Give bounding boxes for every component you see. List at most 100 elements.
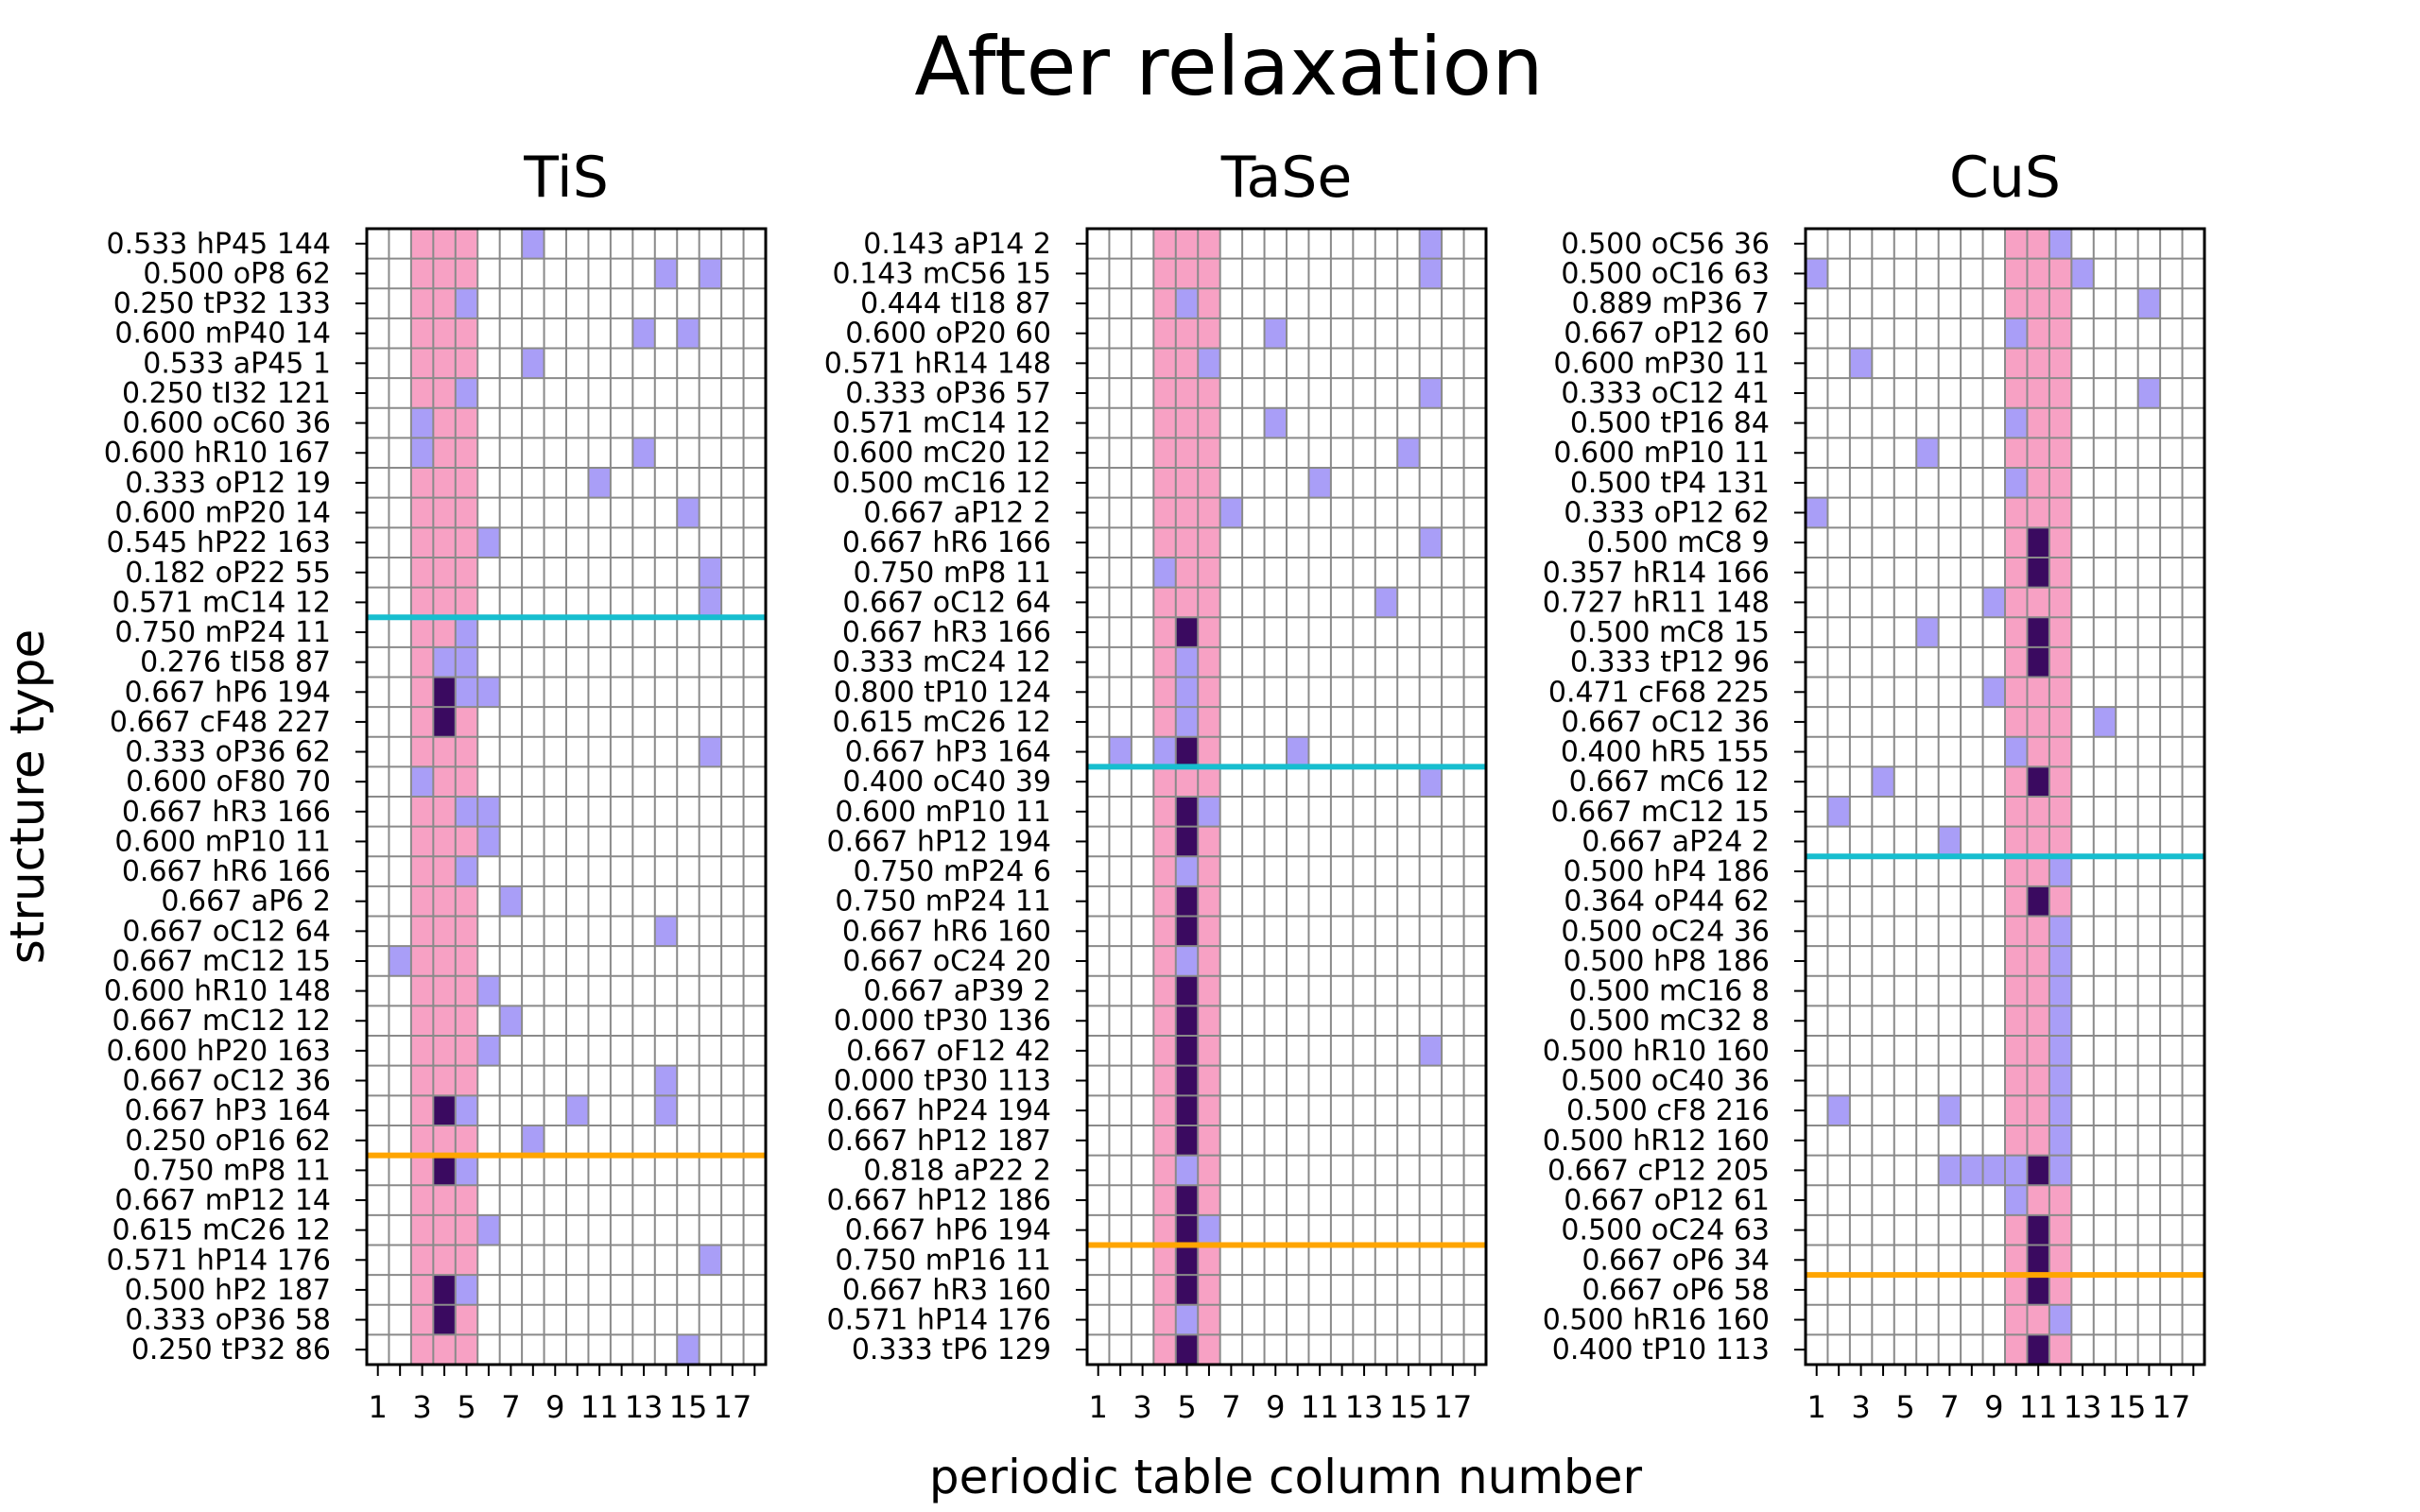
row-label: 0.400 hR5 155 [1561, 736, 1770, 769]
row-label: 0.800 tP10 124 [834, 676, 1051, 709]
cell [1175, 288, 1199, 318]
panel-frame [365, 227, 768, 1366]
cell [1938, 1155, 1962, 1186]
cell-strong [1175, 1095, 1199, 1125]
row-label: 0.571 hR14 148 [824, 347, 1051, 380]
x-tick-label: 5 [457, 1389, 475, 1425]
cell-strong [1175, 1334, 1199, 1365]
row-label: 0.500 hR16 160 [1543, 1304, 1770, 1337]
cell [455, 617, 478, 647]
row-label: 0.276 tI58 87 [140, 646, 331, 679]
cell [1153, 736, 1176, 767]
row-label: 0.750 mP8 11 [132, 1154, 331, 1187]
row-label: 0.667 mC12 15 [112, 945, 331, 978]
row-label: 0.333 tP6 129 [852, 1333, 1051, 1366]
cell [455, 1155, 478, 1186]
row-label: 0.818 aP22 2 [863, 1154, 1051, 1187]
x-tick-label: 9 [1984, 1389, 2003, 1425]
cell [632, 438, 655, 469]
row-label: 0.500 mC8 15 [1569, 616, 1770, 649]
cell-strong [2027, 646, 2049, 678]
cell [1397, 438, 1420, 469]
row-label: 0.667 mC12 15 [1551, 796, 1770, 829]
x-tick-label: 5 [1895, 1389, 1914, 1425]
row-label: 0.500 oP8 62 [143, 257, 331, 290]
row-label: 0.667 hP6 194 [845, 1214, 1051, 1247]
cell [1938, 1095, 1962, 1125]
cell [1175, 646, 1199, 678]
row-label: 0.667 hP6 194 [125, 676, 331, 709]
row-label: 0.182 oP22 55 [125, 557, 331, 590]
cell-strong [2027, 557, 2049, 588]
panel-frame [1085, 227, 1488, 1366]
row-label: 0.667 mC6 12 [1569, 765, 1770, 799]
row-label: 0.571 mC14 12 [833, 407, 1051, 440]
cell [410, 438, 434, 469]
cell [455, 1095, 478, 1125]
row-label: 0.333 tP12 96 [1570, 646, 1770, 679]
cell-strong [1175, 1214, 1199, 1246]
row-label: 0.333 oP36 57 [845, 377, 1051, 410]
x-axis-label: periodic table column number [929, 1450, 1643, 1504]
cell [2048, 1065, 2072, 1096]
cell [477, 1214, 500, 1246]
panel-tase: TaSe 0.143 aP14 20.143 mC56 150.444 tI18 … [824, 145, 1488, 1425]
row-label: 0.400 tP10 113 [1552, 1333, 1770, 1366]
cell [1419, 1036, 1443, 1066]
x-tick-label: 1 [1807, 1389, 1826, 1425]
row-label: 0.750 mP24 11 [114, 616, 331, 649]
cell-strong [2027, 1155, 2049, 1186]
row-label: 0.667 oC24 20 [842, 945, 1051, 978]
cell [2048, 1036, 2072, 1066]
cell [1916, 438, 1939, 469]
row-label: 0.000 tP30 136 [834, 1005, 1051, 1038]
row-label: 0.500 mC8 9 [1587, 526, 1770, 559]
row-label: 0.667 aP24 2 [1582, 825, 1770, 858]
row-label: 0.364 oP44 62 [1564, 885, 1770, 919]
cell [1287, 736, 1309, 767]
cell [410, 407, 434, 438]
cell-strong [2027, 617, 2049, 647]
x-tick-label: 13 [2064, 1389, 2102, 1425]
row-label: 0.600 mP20 14 [114, 497, 331, 530]
row-label: 0.667 hP12 186 [827, 1184, 1052, 1217]
cell [1916, 617, 1939, 647]
cell [1827, 797, 1850, 827]
cell [1982, 1155, 2005, 1186]
cell [2093, 707, 2117, 737]
row-label: 0.615 mC26 12 [112, 1214, 331, 1247]
cell-strong [1175, 1005, 1199, 1037]
cell-strong [433, 1304, 456, 1335]
row-label: 0.500 hR10 160 [1543, 1035, 1770, 1068]
cell [477, 1036, 500, 1066]
cell [2048, 1095, 2072, 1125]
cell [1175, 677, 1199, 708]
x-tick-label: 7 [1940, 1389, 1959, 1425]
row-label: 0.500 cF8 216 [1566, 1094, 1770, 1127]
row-label: 0.545 hP22 163 [107, 526, 332, 559]
cell [2048, 856, 2072, 886]
cell-strong [433, 677, 456, 708]
row-label: 0.667 hR6 160 [842, 915, 1051, 948]
row-label: 0.000 tP30 113 [834, 1065, 1051, 1098]
cell [699, 736, 722, 767]
x-tick-label: 1 [1089, 1389, 1108, 1425]
cell [2048, 1005, 2072, 1037]
panel-title: TaSe [1220, 145, 1353, 211]
cell [654, 916, 678, 947]
cell [477, 797, 500, 827]
cell-strong [433, 1275, 456, 1305]
row-label: 0.143 aP14 2 [863, 228, 1051, 261]
row-label: 0.533 hP45 144 [107, 228, 332, 261]
cell [455, 1275, 478, 1305]
row-label: 0.333 mC24 12 [833, 646, 1051, 679]
row-label: 0.600 mP30 11 [1553, 347, 1770, 380]
row-label: 0.500 hP4 186 [1564, 855, 1770, 888]
row-label: 0.500 oC24 36 [1561, 915, 1770, 948]
row-label: 0.667 hP12 194 [827, 825, 1052, 858]
x-tick-label: 17 [2152, 1389, 2190, 1425]
cell [2048, 1125, 2072, 1156]
row-label: 0.667 hP3 164 [845, 736, 1051, 769]
row-label: 0.667 oP12 60 [1564, 318, 1770, 351]
row-label: 0.667 oF12 42 [846, 1035, 1051, 1068]
